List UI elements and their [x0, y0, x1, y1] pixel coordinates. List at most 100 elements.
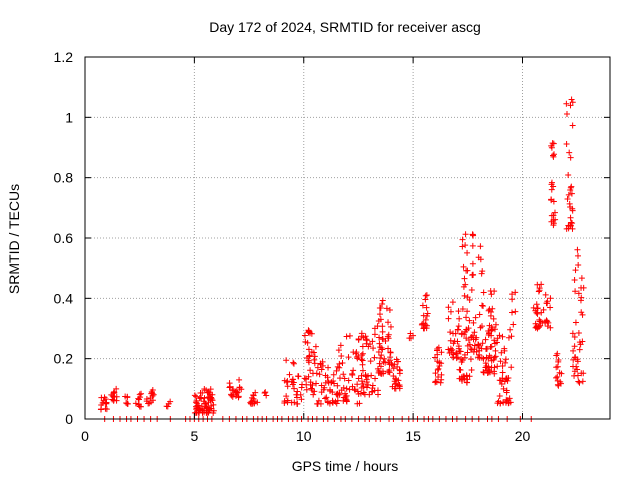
x-tick-label: 15	[405, 428, 421, 444]
data-point	[432, 378, 439, 385]
data-point	[380, 370, 387, 377]
data-point	[547, 295, 554, 302]
data-point	[509, 296, 516, 303]
data-point	[368, 372, 375, 379]
data-point	[291, 385, 298, 392]
data-point	[491, 368, 498, 375]
data-point	[445, 346, 452, 353]
data-point	[454, 326, 461, 333]
data-point	[542, 291, 549, 298]
data-point	[468, 366, 475, 373]
data-point	[396, 367, 403, 374]
data-point	[262, 389, 269, 396]
data-point	[507, 326, 514, 333]
axes	[84, 56, 611, 420]
data-point	[381, 355, 388, 362]
data-point	[437, 379, 444, 386]
data-point	[196, 395, 203, 402]
data-point	[456, 366, 463, 373]
data-point	[317, 361, 324, 368]
data-point	[324, 374, 331, 381]
data-point	[432, 354, 439, 361]
data-point	[283, 393, 290, 400]
data-point	[299, 381, 306, 388]
data-point	[459, 306, 466, 313]
data-point	[311, 356, 318, 363]
data-point	[192, 399, 199, 406]
data-point	[493, 339, 500, 346]
data-point	[359, 361, 366, 368]
data-point	[466, 317, 473, 324]
data-point	[492, 347, 499, 354]
data-points	[97, 96, 587, 422]
data-point	[579, 311, 586, 318]
data-point	[434, 347, 441, 354]
data-point	[202, 400, 209, 407]
data-point	[358, 384, 365, 391]
data-point	[203, 387, 210, 394]
data-point	[289, 381, 296, 388]
data-point	[571, 343, 578, 350]
data-point	[363, 379, 370, 386]
data-point	[386, 357, 393, 364]
data-point	[497, 358, 504, 365]
data-point	[379, 323, 386, 330]
data-point	[358, 372, 365, 379]
data-point	[308, 385, 315, 392]
data-point	[467, 356, 474, 363]
data-point	[325, 364, 332, 371]
data-point	[475, 254, 482, 261]
data-point	[336, 360, 343, 367]
data-point	[301, 332, 308, 339]
data-point	[368, 388, 375, 395]
data-point	[355, 335, 362, 342]
data-point	[288, 378, 295, 385]
data-point	[445, 315, 452, 322]
data-point	[343, 398, 350, 405]
data-point	[548, 142, 555, 149]
data-point	[376, 340, 383, 347]
data-point	[193, 397, 200, 404]
data-point	[535, 323, 542, 330]
data-point	[435, 365, 442, 372]
data-point	[376, 311, 383, 318]
data-point	[338, 353, 345, 360]
y-tick-label: 1.2	[54, 49, 74, 65]
data-point	[305, 329, 312, 336]
data-point	[512, 308, 519, 315]
data-point	[334, 382, 341, 389]
data-point	[486, 330, 493, 337]
data-point	[330, 377, 337, 384]
data-point	[326, 400, 333, 407]
data-point	[309, 370, 316, 377]
data-point	[357, 390, 364, 397]
data-point	[375, 391, 382, 398]
data-point	[249, 400, 256, 407]
data-point	[492, 353, 499, 360]
data-point	[340, 371, 347, 378]
data-point	[580, 370, 587, 377]
data-point	[479, 302, 486, 309]
data-point	[420, 312, 427, 319]
data-point	[371, 354, 378, 361]
data-point	[462, 281, 469, 288]
data-point	[208, 405, 215, 412]
data-point	[569, 330, 576, 337]
data-point	[337, 342, 344, 349]
data-point	[463, 326, 470, 333]
data-point	[263, 392, 270, 399]
data-point	[463, 314, 470, 321]
data-point	[536, 285, 543, 292]
data-point	[382, 359, 389, 366]
data-point	[571, 333, 578, 340]
data-point	[574, 252, 581, 259]
data-point	[550, 153, 557, 160]
data-point	[533, 301, 540, 308]
data-point	[477, 324, 484, 331]
data-point	[480, 289, 487, 296]
x-axis-label: GPS time / hours	[292, 458, 399, 474]
data-point	[532, 307, 539, 314]
data-point	[359, 350, 366, 357]
data-point	[497, 400, 504, 407]
